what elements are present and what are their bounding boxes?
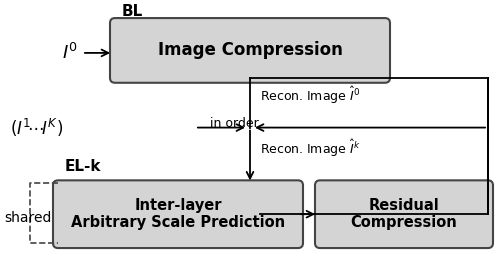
Text: shared: shared [4, 211, 52, 225]
FancyBboxPatch shape [53, 180, 303, 248]
Text: EL-k: EL-k [65, 159, 102, 174]
FancyBboxPatch shape [110, 18, 390, 83]
Text: Residual
Compression: Residual Compression [350, 198, 458, 230]
FancyBboxPatch shape [315, 180, 493, 248]
Text: Recon. Image $\hat{I}^k$: Recon. Image $\hat{I}^k$ [260, 138, 360, 159]
Text: Inter-layer
Arbitrary Scale Prediction: Inter-layer Arbitrary Scale Prediction [71, 198, 285, 230]
Text: $I^0$: $I^0$ [62, 43, 78, 63]
Text: $\left(I^1 \!\cdots\! I^K\right)$: $\left(I^1 \!\cdots\! I^K\right)$ [10, 117, 63, 139]
Text: Recon. Image $\hat{I}^0$: Recon. Image $\hat{I}^0$ [260, 85, 360, 106]
Text: BL: BL [122, 4, 144, 19]
Text: in order: in order [210, 117, 259, 130]
Text: Image Compression: Image Compression [158, 42, 342, 59]
